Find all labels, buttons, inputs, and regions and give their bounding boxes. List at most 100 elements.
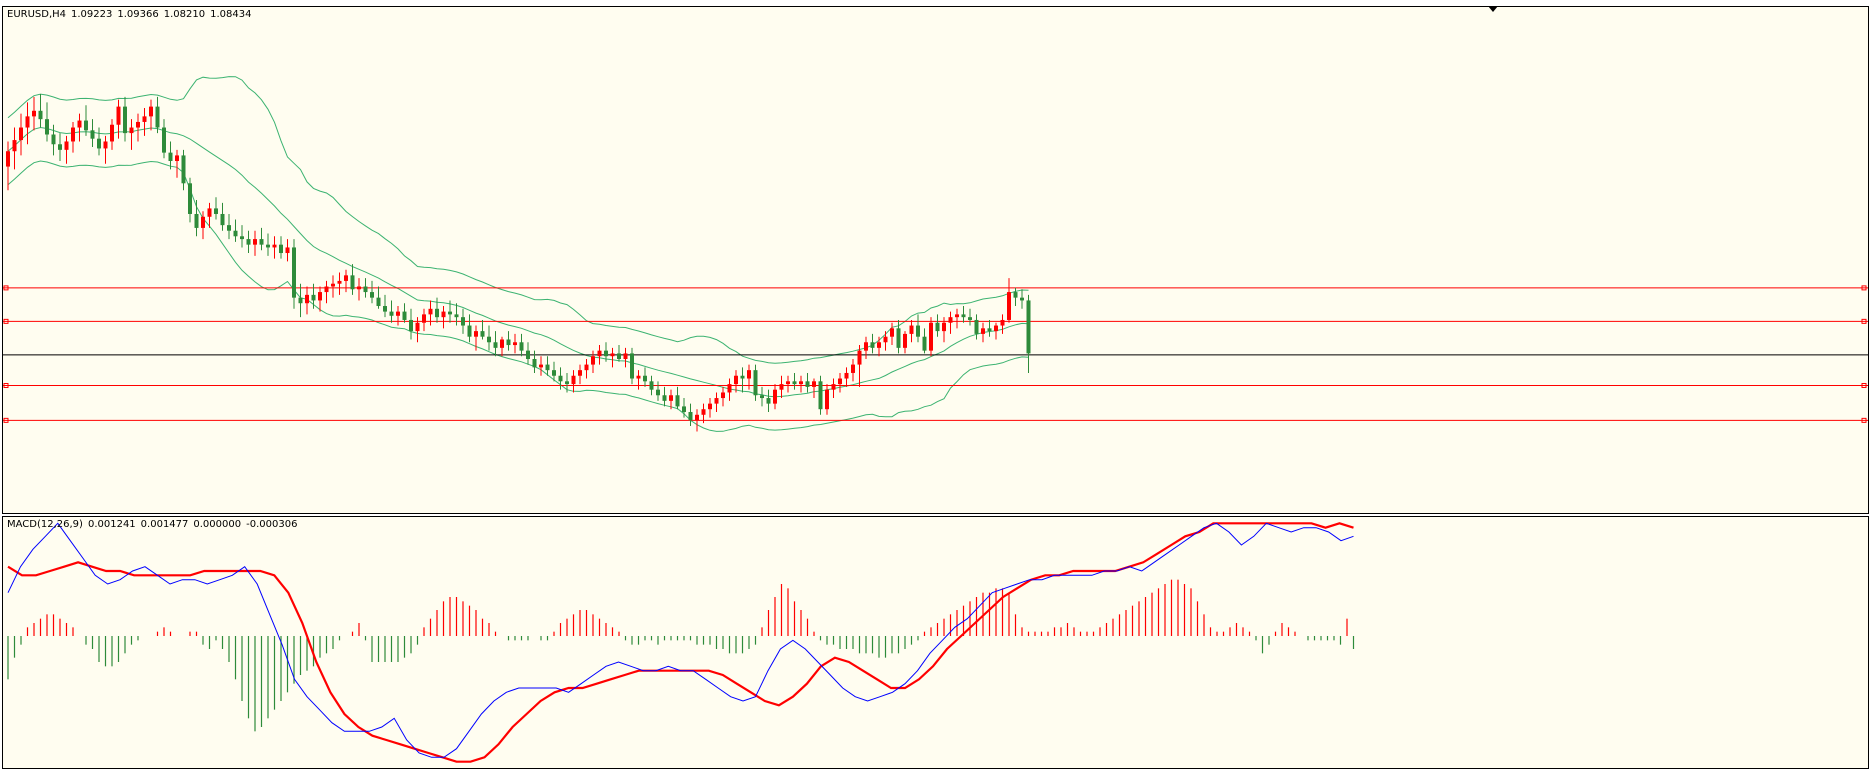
candle: [864, 336, 868, 360]
macd-indicator-name: MACD(12,26,9): [7, 519, 83, 530]
candle: [474, 325, 478, 351]
candle: [6, 141, 10, 191]
candle-body: [383, 306, 387, 312]
candle: [539, 356, 543, 376]
candle-body: [240, 236, 244, 240]
candle-body: [64, 141, 69, 150]
candle: [604, 342, 608, 362]
candle: [38, 94, 43, 128]
candle-body: [396, 311, 400, 316]
candle-body: [246, 239, 251, 245]
candle-body: [428, 308, 433, 315]
candle-body: [58, 144, 62, 150]
candle: [896, 319, 901, 354]
candle-body: [422, 314, 426, 323]
candle-body: [155, 106, 160, 128]
candle: [877, 336, 881, 357]
candle-body: [1000, 319, 1005, 326]
candle-body: [584, 364, 589, 371]
candle-body: [500, 339, 504, 348]
price-chart-svg: [3, 76, 1868, 432]
candle-body: [116, 106, 121, 125]
candle-body: [669, 395, 673, 401]
candle: [493, 331, 498, 357]
candle: [1013, 287, 1018, 307]
candle-body: [402, 311, 407, 320]
candle: [168, 141, 173, 170]
candle-body: [435, 308, 439, 318]
candle: [415, 317, 420, 343]
candle: [831, 378, 836, 399]
candle-body: [298, 297, 303, 304]
candle: [435, 297, 439, 323]
candle-body: [571, 375, 576, 385]
candle-body: [701, 409, 706, 415]
candle: [162, 119, 166, 159]
candle: [682, 398, 686, 418]
candle: [643, 367, 647, 387]
macd-pane[interactable]: MACD(12,26,9) 0.001241 0.001477 0.000000 -0.…: [2, 516, 1869, 769]
candle: [721, 386, 725, 407]
price-chart-title: EURUSD,H4 1.09223 1.09366 1.08210 1.08434: [7, 9, 256, 20]
candle-body: [214, 208, 218, 214]
candle: [311, 283, 316, 309]
candle-body: [305, 294, 309, 304]
candle: [272, 236, 277, 259]
candle: [149, 99, 153, 131]
candle: [812, 378, 816, 399]
candle: [441, 306, 446, 329]
candle-body: [714, 398, 719, 404]
macd-signal-value: 0.001477: [140, 519, 189, 530]
candle: [175, 149, 179, 178]
candle: [207, 202, 212, 228]
candle-body: [662, 395, 667, 401]
chart-shift-marker[interactable]: [1488, 6, 1498, 12]
candle: [461, 308, 465, 334]
candle: [402, 303, 407, 323]
candle: [565, 372, 569, 393]
candle-body: [961, 314, 966, 318]
candle: [116, 99, 121, 139]
candle: [51, 124, 56, 156]
candle: [103, 135, 108, 164]
candle-body: [987, 328, 992, 332]
candle: [656, 381, 660, 401]
candle-body: [636, 375, 641, 379]
candle: [747, 364, 751, 390]
candle: [500, 336, 504, 357]
candle-body: [597, 350, 602, 357]
candle-body: [747, 370, 751, 379]
candle-body: [838, 378, 842, 385]
price-chart-pane[interactable]: EURUSD,H4 1.09223 1.09366 1.08210 1.08434: [2, 6, 1869, 514]
candle-body: [142, 116, 147, 122]
candle: [84, 105, 88, 136]
candle: [376, 286, 381, 309]
candle: [279, 236, 283, 259]
candle-body: [526, 350, 530, 360]
candle-body: [623, 353, 628, 360]
candle: [909, 319, 914, 343]
candle-body: [805, 381, 810, 387]
candle: [597, 345, 602, 365]
candle: [318, 286, 322, 312]
candle-body: [688, 411, 693, 421]
candle-body: [760, 395, 764, 399]
candle: [942, 317, 946, 343]
candle-body: [682, 406, 686, 412]
candle: [383, 294, 387, 318]
candle-body: [331, 283, 335, 287]
candle: [71, 121, 75, 153]
candle-body: [441, 311, 446, 318]
candle-body: [318, 292, 322, 301]
candle: [64, 135, 69, 164]
close-value: 1.08434: [210, 9, 252, 20]
candle: [708, 398, 712, 418]
candle: [974, 314, 979, 340]
candle: [233, 219, 238, 242]
open-value: 1.09223: [71, 9, 113, 20]
candle-body: [792, 381, 797, 385]
candle: [792, 372, 797, 390]
candle: [545, 356, 550, 376]
candle: [77, 113, 82, 142]
candle-body: [409, 319, 413, 332]
